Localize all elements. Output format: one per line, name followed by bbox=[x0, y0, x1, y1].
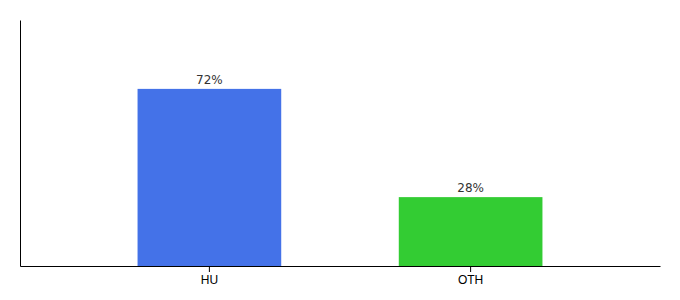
x-tick: OTH bbox=[458, 266, 483, 287]
x-tick-mark bbox=[470, 266, 471, 272]
x-axis-line bbox=[21, 266, 661, 267]
data-label: 72% bbox=[196, 73, 223, 87]
x-tick-label: OTH bbox=[458, 273, 483, 287]
x-tick-mark bbox=[209, 266, 210, 272]
y-axis bbox=[20, 21, 21, 267]
y-axis-line bbox=[20, 21, 21, 267]
x-tick: HU bbox=[201, 266, 218, 287]
data-labels: 72% 28% bbox=[196, 73, 484, 195]
x-tick-label: HU bbox=[201, 273, 218, 287]
x-axis: HU OTH bbox=[21, 266, 661, 287]
bar bbox=[138, 89, 282, 266]
bar bbox=[399, 197, 543, 266]
plot: HU OTH 72% 28% bbox=[21, 21, 661, 287]
bars bbox=[138, 89, 543, 266]
chart: HU OTH 72% 28% bbox=[0, 0, 680, 300]
data-label: 28% bbox=[457, 181, 484, 195]
